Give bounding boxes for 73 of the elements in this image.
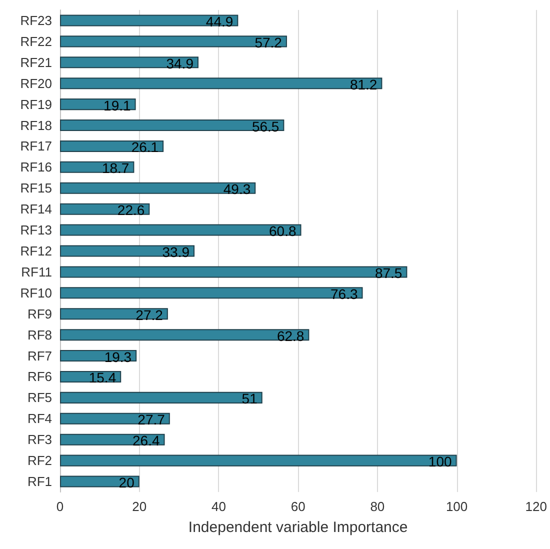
x-tick-label: 100 xyxy=(446,499,468,514)
y-tick-label: RF9 xyxy=(27,306,52,322)
data-label: 81.2 xyxy=(350,76,378,92)
bar xyxy=(60,434,165,446)
data-label: 27.2 xyxy=(136,306,164,323)
bar xyxy=(60,454,457,466)
data-label: 26.1 xyxy=(131,139,159,156)
bar xyxy=(60,476,140,488)
bar xyxy=(60,36,287,48)
y-tick-label: RF3 xyxy=(27,432,52,448)
data-label: 34.9 xyxy=(166,55,194,72)
data-label: 27.7 xyxy=(138,412,166,428)
data-label: 62.8 xyxy=(276,328,304,344)
y-tick-label: RF17 xyxy=(20,138,52,154)
x-tick-label: 0 xyxy=(56,499,64,514)
data-label: 26.4 xyxy=(132,432,160,449)
x-axis-title: Independent variable Importance xyxy=(188,519,408,536)
bar xyxy=(60,14,238,26)
bar xyxy=(60,78,382,90)
bar xyxy=(60,329,310,341)
y-tick-label: RF2 xyxy=(27,453,52,468)
bar xyxy=(60,120,284,132)
data-label: 76.3 xyxy=(330,286,358,302)
data-label: 57.2 xyxy=(254,34,282,50)
y-tick-label: RF12 xyxy=(20,244,52,258)
y-tick-label: RF20 xyxy=(20,76,52,91)
data-label: 18.7 xyxy=(102,160,130,176)
data-label: 19.3 xyxy=(104,348,132,365)
y-tick-label: RF23 xyxy=(20,12,52,28)
data-label: 22.6 xyxy=(117,202,145,218)
y-tick-label: RF10 xyxy=(20,285,52,300)
bar xyxy=(60,56,198,68)
y-tick-label: RF7 xyxy=(27,348,52,364)
bar xyxy=(60,182,256,194)
bar xyxy=(60,245,195,257)
x-tick-label: 60 xyxy=(290,499,306,514)
bar xyxy=(60,412,170,424)
y-tick-label: RF15 xyxy=(20,180,52,196)
bar xyxy=(60,140,164,152)
y-tick-label: RF8 xyxy=(27,327,52,342)
x-tick-label: 20 xyxy=(132,499,147,514)
y-tick-label: RF22 xyxy=(20,34,52,49)
data-label: 33.9 xyxy=(162,244,190,260)
y-tick-label: RF1 xyxy=(27,474,52,490)
data-label: 51 xyxy=(242,390,258,407)
y-tick-label: RF14 xyxy=(20,202,52,217)
y-tick-label: RF18 xyxy=(20,118,52,133)
y-tick-label: RF19 xyxy=(20,96,52,112)
y-tick-label: RF16 xyxy=(20,160,52,175)
data-label: 100 xyxy=(428,454,452,470)
data-label: 56.5 xyxy=(252,118,280,134)
data-label: 15.4 xyxy=(88,370,116,386)
bar xyxy=(60,287,363,299)
data-label: 60.8 xyxy=(269,223,296,240)
data-label: 44.9 xyxy=(206,13,234,30)
x-tick-label: 80 xyxy=(370,499,385,514)
y-tick-label: RF4 xyxy=(27,411,52,426)
y-tick-label: RF11 xyxy=(21,264,52,280)
bar xyxy=(60,224,302,236)
y-tick-label: RF13 xyxy=(20,222,52,238)
data-label: 20 xyxy=(118,474,135,491)
data-label: 49.3 xyxy=(223,181,251,198)
y-tick-label: RF5 xyxy=(27,390,52,406)
bar xyxy=(60,392,262,404)
x-tick-label: 40 xyxy=(211,499,226,514)
bar xyxy=(60,98,136,110)
bar xyxy=(60,266,408,278)
x-tick-label: 120 xyxy=(525,499,548,514)
data-label: 19.1 xyxy=(104,97,131,114)
data-label: 87.5 xyxy=(374,264,402,281)
bar xyxy=(60,308,168,320)
y-tick-label: RF21 xyxy=(20,54,52,70)
y-tick-label: RF6 xyxy=(27,369,52,384)
